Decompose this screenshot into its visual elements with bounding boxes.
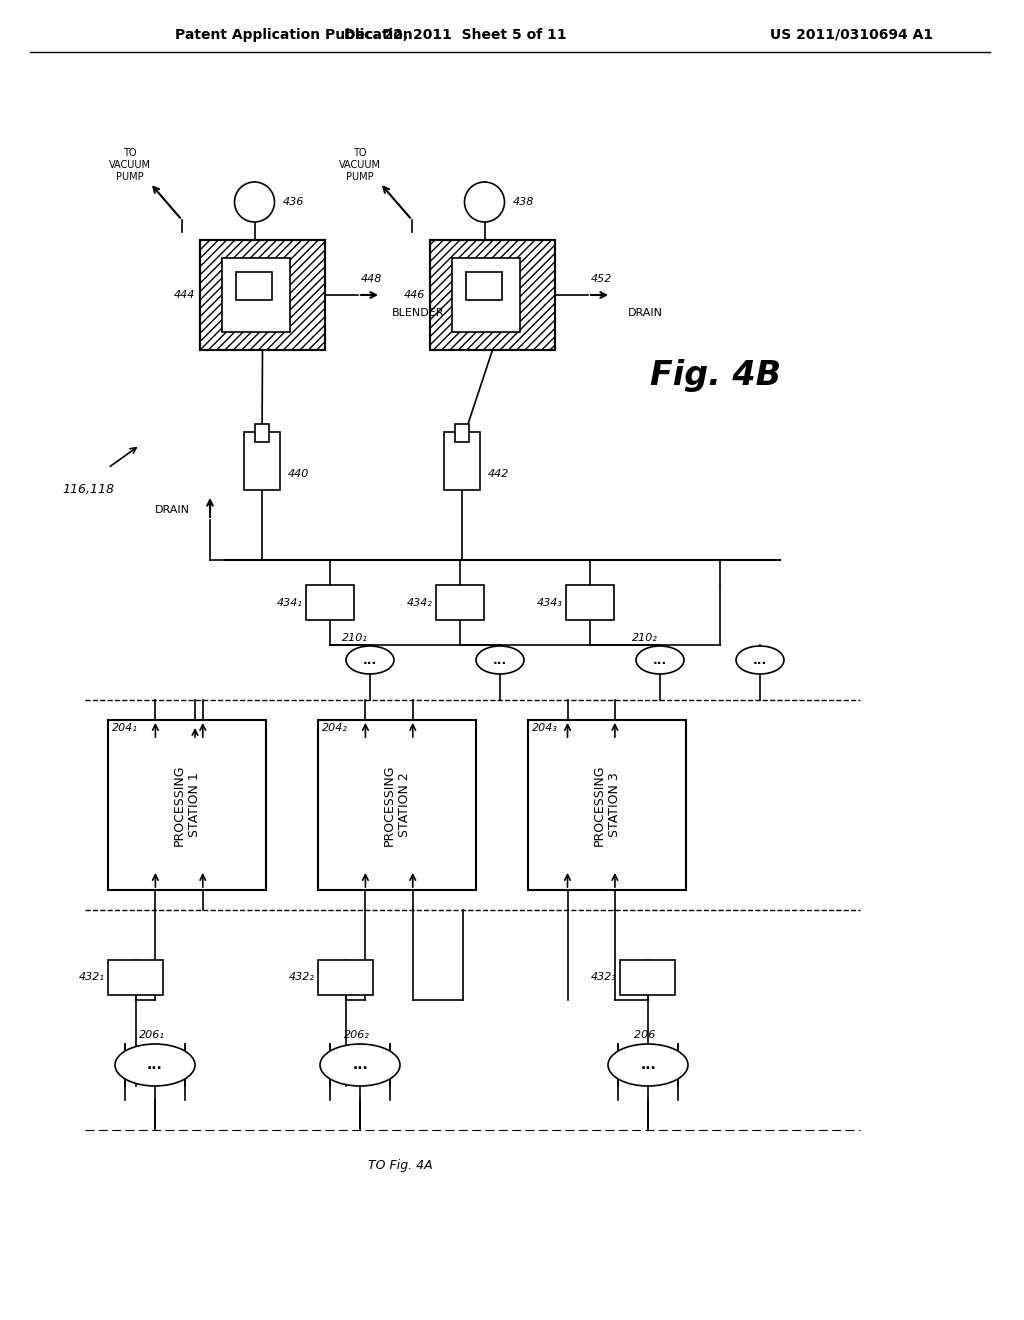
Bar [455,424,469,442]
Text: 204₃: 204₃ [532,723,558,733]
Bar [306,585,354,620]
Text: 432₁: 432₁ [79,973,105,982]
Bar [430,240,555,350]
Text: 432₂: 432₂ [289,973,315,982]
Text: PROCESSING
STATION 2: PROCESSING STATION 2 [383,764,411,846]
Text: ...: ... [362,653,377,667]
Circle shape [234,182,274,222]
Text: TO Fig. 4A: TO Fig. 4A [368,1159,432,1172]
Bar [108,719,266,890]
Ellipse shape [636,645,684,675]
Text: 436: 436 [283,197,304,207]
Text: Patent Application Publication: Patent Application Publication [175,28,413,42]
Ellipse shape [476,645,524,675]
Bar [244,432,280,490]
Bar [436,585,484,620]
Bar [430,240,555,350]
Text: DRAIN: DRAIN [155,506,189,515]
Text: 206₂: 206₂ [344,1030,370,1040]
Bar [222,257,290,333]
Ellipse shape [115,1044,195,1086]
Text: 442: 442 [488,469,509,479]
Bar [108,960,163,995]
Ellipse shape [346,645,394,675]
Ellipse shape [736,645,784,675]
Text: 452: 452 [590,275,611,284]
Text: 210₂: 210₂ [632,634,658,643]
Text: ...: ... [352,1059,368,1072]
Text: 206₁: 206₁ [139,1030,165,1040]
Bar [620,960,675,995]
Text: ...: ... [653,653,667,667]
Text: 448: 448 [360,275,382,284]
Text: 438: 438 [512,197,534,207]
Text: 434₂: 434₂ [408,598,433,607]
Text: 434₁: 434₁ [278,598,303,607]
Bar [318,960,373,995]
Text: ...: ... [753,653,767,667]
Text: DRAIN: DRAIN [628,308,663,318]
Text: PROCESSING
STATION 1: PROCESSING STATION 1 [173,764,201,846]
Bar [200,240,325,350]
Text: 432₃: 432₃ [591,973,617,982]
Text: 206⁣: 206⁣ [634,1030,655,1040]
Text: 204₂: 204₂ [322,723,348,733]
Text: PROCESSING
STATION 3: PROCESSING STATION 3 [593,764,621,846]
Text: TO
VACUUM
PUMP: TO VACUUM PUMP [109,148,151,182]
Text: 444: 444 [174,290,195,300]
Bar [466,272,502,300]
Text: 440: 440 [288,469,309,479]
Text: 204₁: 204₁ [112,723,138,733]
Text: 434₃: 434₃ [538,598,563,607]
Text: ...: ... [640,1059,656,1072]
Text: 446: 446 [403,290,425,300]
Bar [200,240,325,350]
Text: Dec. 22, 2011  Sheet 5 of 11: Dec. 22, 2011 Sheet 5 of 11 [344,28,566,42]
Text: US 2011/0310694 A1: US 2011/0310694 A1 [770,28,933,42]
Circle shape [465,182,505,222]
Bar [318,719,476,890]
Text: 116,118: 116,118 [62,483,114,496]
Bar [452,257,520,333]
Text: BLENDER: BLENDER [392,308,444,318]
Bar [566,585,614,620]
Text: ...: ... [493,653,507,667]
Ellipse shape [319,1044,400,1086]
Ellipse shape [608,1044,688,1086]
Bar [444,432,480,490]
Text: Fig. 4B: Fig. 4B [650,359,781,392]
Text: ...: ... [147,1059,163,1072]
Text: 210₁: 210₁ [342,634,368,643]
Text: TO
VACUUM
PUMP: TO VACUUM PUMP [339,148,381,182]
Bar [255,424,269,442]
Bar [236,272,272,300]
Bar [528,719,686,890]
